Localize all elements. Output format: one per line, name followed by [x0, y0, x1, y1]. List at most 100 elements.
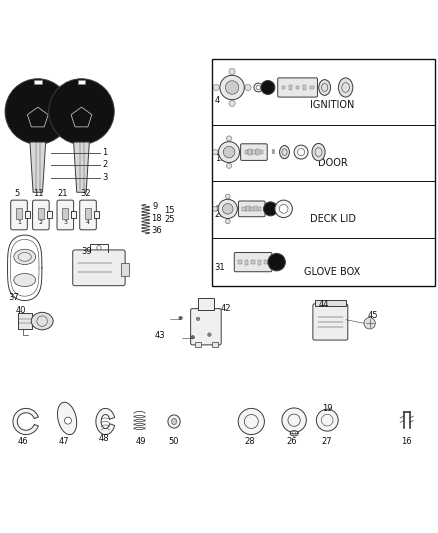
Text: 37: 37 — [9, 293, 19, 302]
Circle shape — [213, 84, 219, 91]
Text: 5: 5 — [14, 189, 19, 198]
Polygon shape — [321, 415, 333, 426]
Circle shape — [244, 415, 258, 429]
Circle shape — [219, 142, 240, 163]
Bar — [85, 208, 91, 220]
Ellipse shape — [14, 249, 35, 264]
Circle shape — [191, 335, 194, 339]
Text: 50: 50 — [169, 437, 179, 446]
Bar — [303, 85, 307, 90]
Bar — [94, 212, 99, 219]
FancyBboxPatch shape — [80, 200, 96, 230]
Circle shape — [196, 317, 200, 321]
Circle shape — [229, 100, 235, 107]
Circle shape — [225, 219, 230, 224]
Text: 48: 48 — [99, 434, 110, 443]
FancyBboxPatch shape — [278, 78, 318, 97]
FancyBboxPatch shape — [238, 201, 265, 217]
Bar — [212, 342, 218, 348]
Circle shape — [316, 409, 338, 431]
Polygon shape — [30, 142, 46, 192]
Circle shape — [238, 408, 265, 434]
Ellipse shape — [14, 273, 35, 287]
Text: II: II — [215, 205, 220, 212]
Bar — [310, 86, 314, 89]
Bar — [195, 342, 201, 348]
Bar — [62, 208, 68, 220]
Text: 4: 4 — [86, 221, 90, 225]
Circle shape — [294, 145, 308, 159]
Ellipse shape — [339, 78, 353, 97]
Text: 15: 15 — [164, 206, 175, 215]
Bar — [254, 206, 257, 212]
Ellipse shape — [168, 415, 180, 428]
Text: 26: 26 — [287, 437, 297, 446]
Text: 18: 18 — [151, 214, 162, 223]
Bar — [46, 212, 52, 219]
Text: 31: 31 — [215, 263, 225, 272]
Text: GLOVE BOX: GLOVE BOX — [304, 266, 360, 277]
Ellipse shape — [312, 143, 325, 161]
Circle shape — [226, 163, 232, 168]
Text: 10: 10 — [215, 154, 225, 163]
Circle shape — [223, 147, 235, 158]
Bar — [121, 263, 130, 276]
Bar — [252, 150, 256, 154]
Circle shape — [49, 79, 114, 144]
Text: 1: 1 — [17, 221, 21, 225]
Bar — [238, 261, 242, 264]
Bar — [248, 149, 252, 155]
Bar — [18, 313, 32, 329]
Circle shape — [213, 149, 218, 155]
Circle shape — [245, 84, 251, 91]
Text: 25: 25 — [164, 215, 175, 224]
Bar — [258, 207, 261, 211]
Circle shape — [218, 199, 237, 219]
Text: 36: 36 — [151, 226, 162, 235]
Text: 49: 49 — [135, 437, 146, 446]
Bar — [251, 261, 255, 264]
Circle shape — [264, 202, 278, 216]
Text: IGNITION: IGNITION — [311, 100, 355, 110]
Text: 21: 21 — [58, 189, 68, 198]
Circle shape — [213, 206, 218, 211]
Polygon shape — [96, 408, 115, 434]
Circle shape — [5, 79, 71, 144]
Text: 2: 2 — [102, 160, 107, 169]
Bar — [258, 260, 261, 265]
Bar — [16, 208, 22, 220]
Bar — [78, 80, 85, 84]
Text: 3: 3 — [102, 173, 107, 182]
Bar — [25, 212, 30, 219]
Bar — [260, 150, 263, 154]
Text: 45: 45 — [367, 311, 378, 320]
Circle shape — [226, 81, 239, 94]
Text: DOOR: DOOR — [318, 158, 347, 167]
Circle shape — [292, 432, 296, 435]
Bar — [198, 298, 214, 310]
Text: 2: 2 — [39, 221, 43, 225]
Text: 47: 47 — [59, 437, 69, 446]
Text: 44: 44 — [318, 301, 329, 310]
Bar — [265, 261, 268, 264]
Circle shape — [254, 83, 263, 92]
Text: 39: 39 — [81, 247, 92, 256]
Text: 11: 11 — [33, 189, 44, 198]
Text: 4: 4 — [215, 96, 220, 105]
FancyBboxPatch shape — [57, 200, 74, 230]
Circle shape — [279, 205, 288, 213]
Ellipse shape — [319, 79, 331, 95]
Ellipse shape — [171, 418, 177, 425]
Ellipse shape — [290, 431, 298, 436]
Text: 40: 40 — [16, 305, 26, 314]
Circle shape — [275, 200, 292, 217]
Text: 1: 1 — [102, 149, 107, 157]
Circle shape — [256, 85, 261, 90]
Ellipse shape — [279, 146, 290, 159]
Text: 19: 19 — [322, 404, 332, 413]
Text: 32: 32 — [81, 189, 91, 198]
Bar — [314, 300, 346, 305]
Bar — [246, 206, 250, 212]
FancyBboxPatch shape — [313, 304, 348, 340]
Circle shape — [64, 417, 71, 424]
